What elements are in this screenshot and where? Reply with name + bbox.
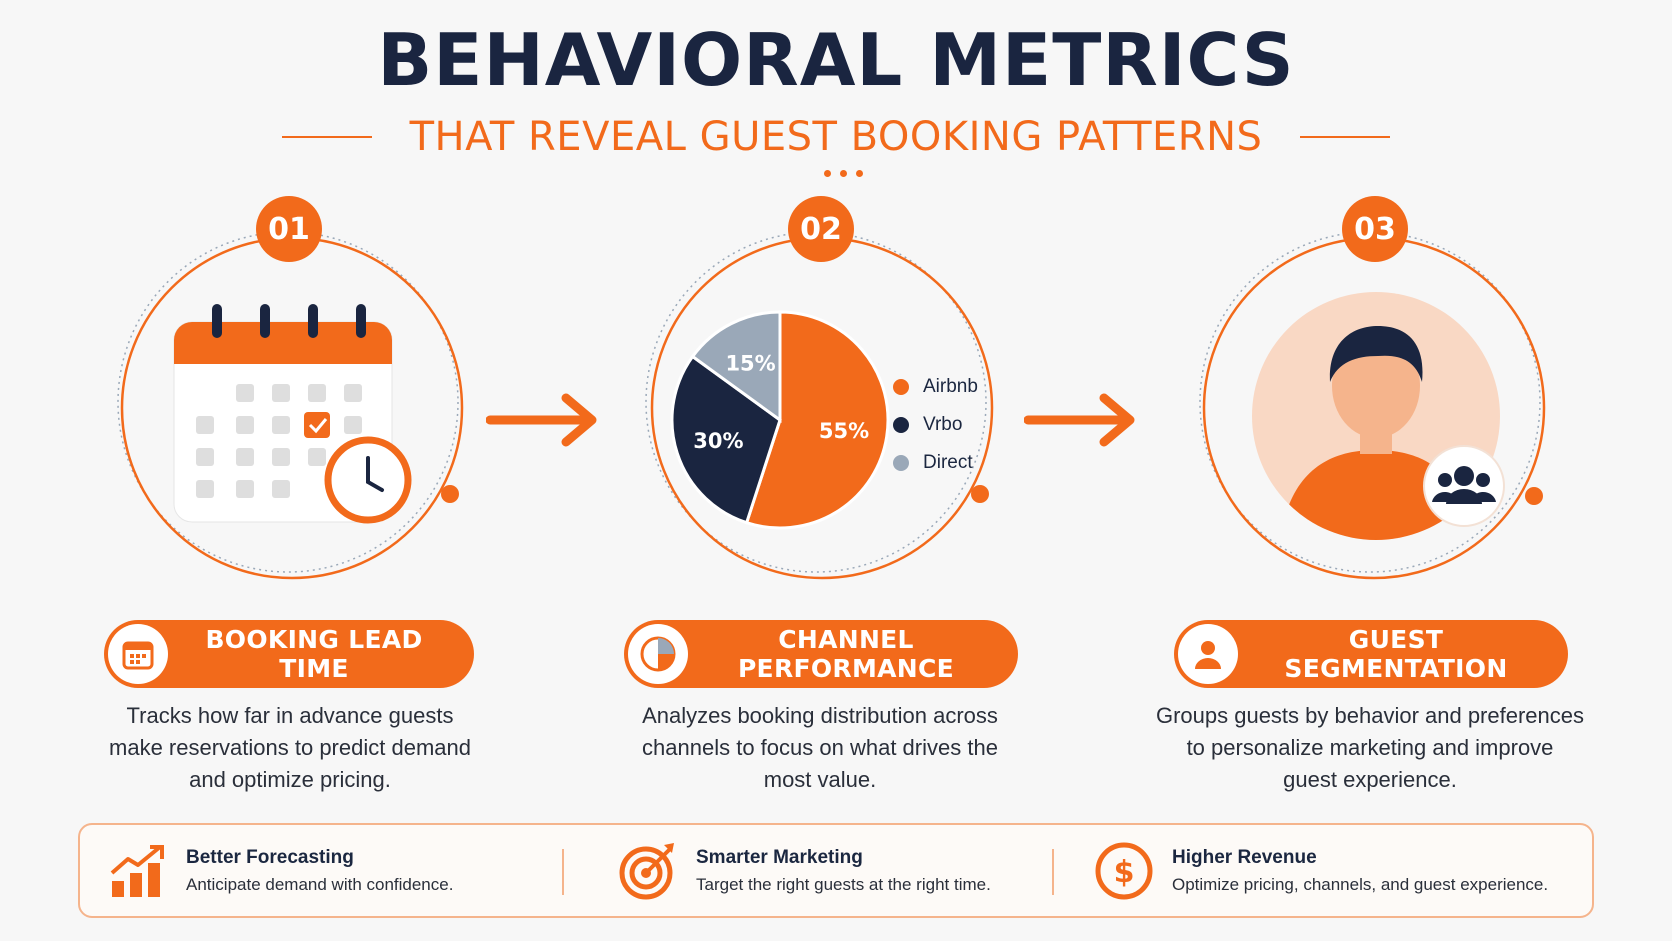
pie-label-vrbo: 30% [693,429,743,453]
pie-legend: Airbnb Vrbo Direct [893,368,978,482]
subtitle-line-left [281,136,372,138]
benefit-revenue: $ Higher Revenue Optimize pricing, chann… [1094,825,1548,916]
benefit-divider [1052,849,1054,895]
benefit-text: Target the right guests at the right tim… [696,874,991,894]
step-2-label: CHANNEL PERFORMANCE [737,625,955,683]
step-1-number-badge: 01 [256,196,322,262]
step-1-description: Tracks how far in advance guests make res… [109,703,471,792]
pie-label-airbnb: 55% [819,419,869,443]
arrow-icon-1 [486,393,597,447]
arrow-icon-2 [1024,393,1135,447]
step-2-description: Analyzes booking distribution across chan… [642,703,998,792]
benefit-title: Smarter Marketing [696,846,863,868]
subtitle-row: THAT REVEAL GUEST BOOKING PATTERNS [0,112,1672,162]
page-title: BEHAVIORAL METRICS [377,18,1295,102]
benefit-title: Better Forecasting [186,846,354,868]
bar-chart-growth-icon [110,844,164,897]
subtitle-line-right [1300,136,1391,138]
benefits-bar: Better Forecasting Anticipate demand wit… [78,823,1594,918]
step-2-number-badge: 02 [788,196,854,262]
pie-slice-airbnb [744,310,890,530]
step-1-label-pill: BOOKING LEAD TIME [104,620,474,688]
step-3-label-pill: GUEST SEGMENTATION [1174,620,1568,688]
step-3-label: GUEST SEGMENTATION [1284,625,1508,683]
calendar-icon [173,304,412,524]
pie-slice-vrbo [670,354,782,525]
step-2-label-pill: CHANNEL PERFORMANCE [624,620,1018,688]
page-subtitle: THAT REVEAL GUEST BOOKING PATTERNS [409,114,1263,160]
calendar-small-icon [108,624,168,684]
decorative-dots [824,170,863,177]
step-3-number-badge: 03 [1342,196,1408,262]
dollar-icon: $ [1095,842,1153,899]
benefit-marketing: Smarter Marketing Target the right guest… [618,825,991,916]
user-avatar-icon [1252,292,1505,540]
benefit-text: Optimize pricing, channels, and guest ex… [1172,874,1549,894]
legend-item-vrbo: Vrbo [893,406,978,444]
benefit-forecasting: Better Forecasting Anticipate demand wit… [108,825,453,916]
target-icon [619,842,674,899]
channel-pie-chart: 55% 30% 15% [670,310,890,530]
benefit-divider [562,849,564,895]
svg-text:$: $ [1114,855,1135,890]
step-1-label: BOOKING LEAD TIME [205,625,423,683]
benefit-title: Higher Revenue [1172,846,1317,868]
step-3-description: Groups guests by behavior and preference… [1155,703,1585,792]
pie-chart-small-icon [628,624,688,684]
pie-slice-direct [690,310,782,423]
legend-item-airbnb: Airbnb [893,368,978,406]
benefit-text: Anticipate demand with confidence. [186,874,454,894]
user-small-icon [1178,624,1238,684]
legend-item-direct: Direct [893,444,978,482]
pie-label-direct: 15% [725,351,775,375]
